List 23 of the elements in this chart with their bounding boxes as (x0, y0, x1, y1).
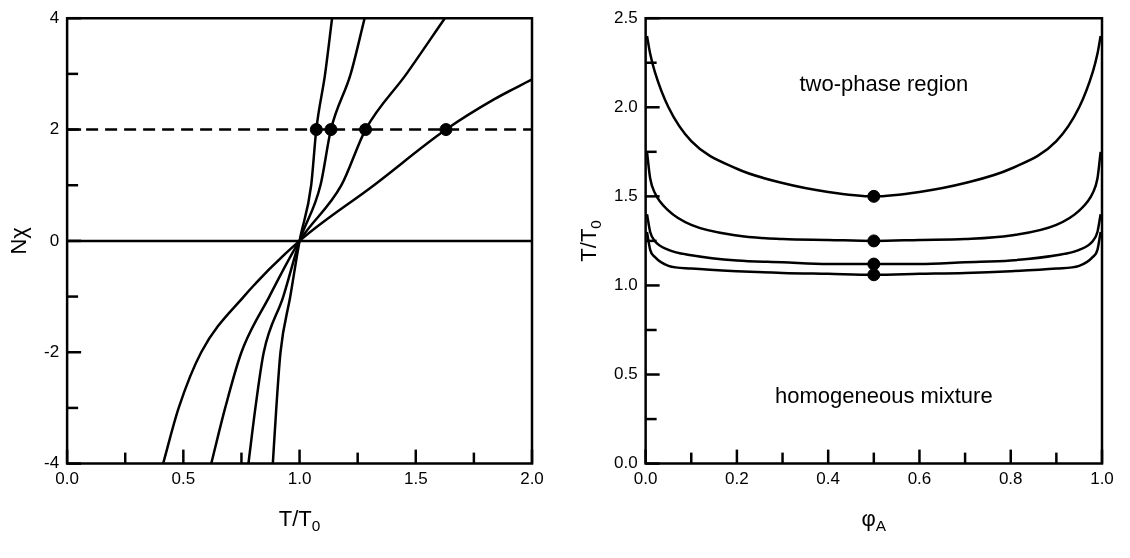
x-tick-label: 1.0 (1090, 469, 1114, 489)
y-tick-label: 2.5 (613, 7, 638, 27)
y-tick-label: -4 (43, 453, 60, 473)
x-tick-label: 1.0 (287, 469, 312, 489)
y-tick-label: 1.0 (613, 275, 638, 295)
y-axis-title: Nχ (6, 226, 32, 255)
annotation: two-phase region (799, 71, 969, 97)
y-tick-label: 2.0 (613, 96, 638, 116)
y-axis-title: T/T0 (576, 220, 604, 262)
y-tick-label: 2 (49, 119, 60, 139)
x-tick-label: 0.8 (998, 469, 1023, 489)
x-tick-label: 1.5 (403, 469, 428, 489)
x-tick-label: 0.2 (725, 469, 749, 489)
y-tick-label: 1.5 (613, 186, 638, 206)
y-tick-label: -2 (43, 341, 60, 361)
x-tick-label: 0.5 (171, 469, 196, 489)
y-tick-label: 0 (49, 230, 60, 250)
x-tick-label: 2.0 (520, 469, 544, 489)
x-tick-label: 0.6 (907, 469, 932, 489)
annotation: homogeneous mixture (774, 382, 993, 408)
y-tick-label: 4 (49, 7, 60, 27)
y-tick-label: 0.5 (613, 364, 638, 384)
x-tick-label: 0.4 (816, 469, 840, 489)
